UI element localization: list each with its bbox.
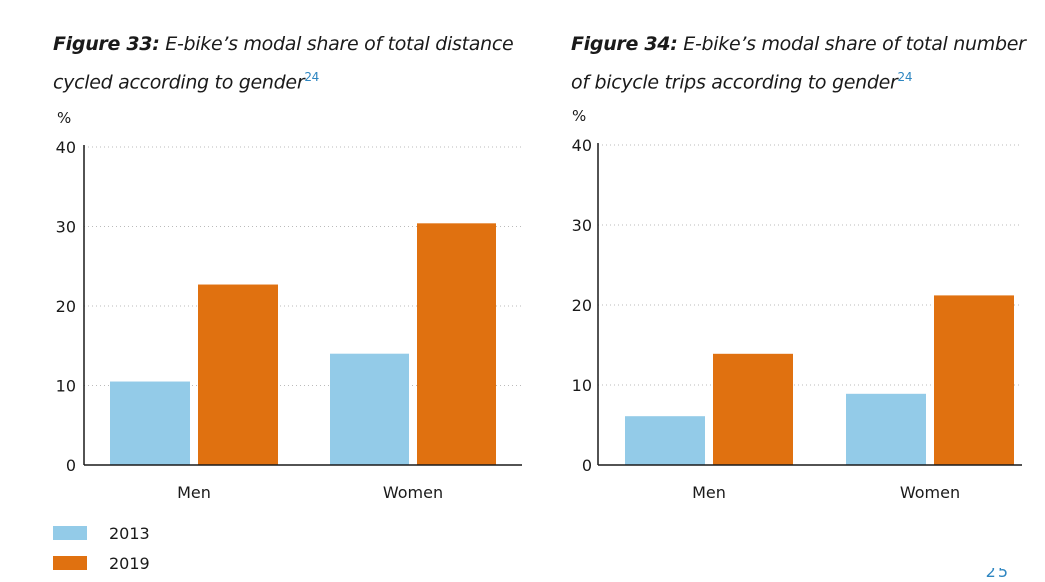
fig33-ytick-40: 40 bbox=[56, 138, 76, 157]
figure-33-caption: E-bike’s modal share of total distance c… bbox=[53, 33, 514, 94]
legend-item-2019: 2019 bbox=[53, 548, 150, 578]
legend: 2013 2019 bbox=[53, 518, 150, 578]
page-number: 25 bbox=[985, 568, 1010, 581]
fig34-ytick-10: 10 bbox=[572, 376, 592, 395]
fig33-ytick-0: 0 bbox=[66, 456, 76, 475]
fig33-bar-men-2019 bbox=[198, 284, 278, 465]
legend-swatch-2013 bbox=[53, 526, 87, 540]
fig33-ytick-30: 30 bbox=[56, 218, 76, 237]
fig34-bar-women-2019 bbox=[934, 295, 1014, 465]
figure-33-label: Figure 33: bbox=[53, 33, 160, 55]
fig34-bar-men-2013 bbox=[625, 416, 705, 465]
figure-34-title: Figure 34: E-bike’s modal share of total… bbox=[571, 28, 1041, 99]
figure-33-title: Figure 33: E-bike’s modal share of total… bbox=[53, 28, 523, 99]
legend-label-2019: 2019 bbox=[109, 553, 150, 573]
figure-34-footnote-ref[interactable]: 24 bbox=[897, 70, 913, 84]
legend-label-2013: 2013 bbox=[109, 523, 150, 543]
fig34-bar-women-2013 bbox=[846, 393, 926, 465]
fig33-bar-men-2013 bbox=[110, 381, 190, 465]
fig34-ytick-40: 40 bbox=[572, 136, 592, 155]
fig34-ytick-0: 0 bbox=[582, 456, 592, 475]
fig34-ylabel: % bbox=[572, 107, 586, 125]
fig33-bar-women-2013 bbox=[330, 353, 409, 465]
fig33-ytick-20: 20 bbox=[56, 297, 76, 316]
fig34-bar-men-2019 bbox=[713, 353, 793, 465]
fig33-ylabel: % bbox=[57, 109, 71, 127]
figure-33-footnote-ref[interactable]: 24 bbox=[304, 70, 319, 84]
fig34-ytick-30: 30 bbox=[572, 216, 592, 235]
fig34-ytick-20: 20 bbox=[572, 296, 592, 315]
fig34-xtick-men: Men bbox=[692, 483, 726, 502]
fig33-xtick-women: Women bbox=[383, 483, 443, 502]
fig33-xtick-men: Men bbox=[177, 483, 211, 502]
figure-34-caption: E-bike’s modal share of total number of … bbox=[571, 33, 1026, 94]
fig33-ytick-10: 10 bbox=[56, 377, 76, 396]
legend-swatch-2019 bbox=[53, 556, 87, 570]
fig34-xtick-women: Women bbox=[900, 483, 960, 502]
legend-item-2013: 2013 bbox=[53, 518, 150, 548]
figure-34-label: Figure 34: bbox=[571, 33, 678, 55]
fig33-bar-women-2019 bbox=[417, 223, 496, 465]
